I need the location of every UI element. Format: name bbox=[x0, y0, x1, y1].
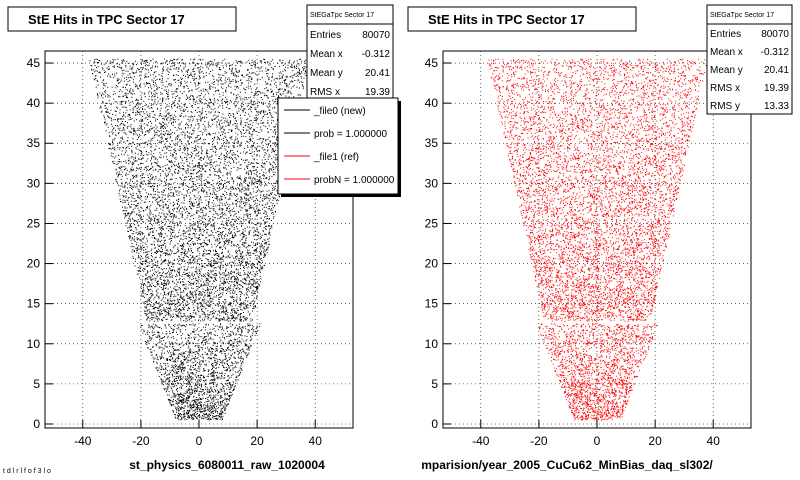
y-tick-label: 25 bbox=[27, 216, 41, 230]
legend-box bbox=[277, 97, 399, 195]
x-tick-label: 40 bbox=[707, 434, 721, 448]
stats-row-value: -0.312 bbox=[362, 49, 391, 60]
stats-row-label: Entries bbox=[310, 30, 341, 41]
title-box bbox=[7, 6, 237, 32]
stats-row-label: Mean y bbox=[310, 68, 343, 79]
y-tick-label: 30 bbox=[27, 176, 41, 190]
x-axis-label: st_physics_6080011_raw_1020004 bbox=[129, 458, 325, 472]
hit-point-cloud bbox=[89, 58, 309, 421]
x-tick-label: 20 bbox=[648, 434, 662, 448]
stats-row-label: Entries bbox=[710, 29, 741, 40]
legend-label: prob = 1.000000 bbox=[314, 129, 388, 140]
y-tick-label: 45 bbox=[27, 56, 41, 70]
stats-row-label: Mean x bbox=[710, 47, 743, 58]
y-tick-label: 0 bbox=[33, 417, 40, 431]
y-tick-label: 35 bbox=[27, 136, 41, 150]
hit-points bbox=[89, 58, 309, 421]
y-tick-label: 40 bbox=[425, 96, 439, 110]
stats-box bbox=[306, 4, 394, 101]
y-tick-label: 10 bbox=[425, 337, 439, 351]
y-tick-label: 0 bbox=[431, 417, 438, 431]
chart-title: StE Hits in TPC Sector 17 bbox=[28, 12, 185, 27]
stats-header: StEGaTpc Sector 17 bbox=[710, 12, 774, 19]
stats-row-value: 20.41 bbox=[365, 68, 390, 79]
y-tick-label: 20 bbox=[27, 257, 41, 271]
stats-row-value: -0.312 bbox=[761, 47, 790, 58]
x-tick-label: 0 bbox=[196, 434, 203, 448]
stats-row-value: 19.39 bbox=[764, 83, 789, 94]
x-tick-label: -20 bbox=[132, 434, 150, 448]
legend: _file0 (new) prob = 1.000000 _file1 (ref) p… bbox=[277, 97, 401, 197]
stats-row-label: RMS y bbox=[710, 101, 740, 112]
x-tick-label: 0 bbox=[594, 434, 601, 448]
y-tick-label: 15 bbox=[27, 297, 41, 311]
stats-box bbox=[706, 4, 793, 115]
y-tick-label: 5 bbox=[33, 377, 40, 391]
stats-row-label: Mean x bbox=[310, 49, 343, 60]
y-tick-label: 10 bbox=[27, 337, 41, 351]
stats-header: StEGaTpc Sector 17 bbox=[310, 12, 374, 19]
x-tick-label: -40 bbox=[74, 434, 92, 448]
chart-title: StE Hits in TPC Sector 17 bbox=[428, 12, 585, 27]
stats-row-label: RMS x bbox=[710, 83, 740, 94]
y-tick-label: 20 bbox=[425, 257, 439, 271]
legend-label: probN = 1.000000 bbox=[314, 175, 395, 186]
y-tick-label: 15 bbox=[425, 297, 439, 311]
y-tick-label: 25 bbox=[425, 216, 439, 230]
hit-points bbox=[488, 58, 707, 421]
legend-label: _file0 (new) bbox=[313, 106, 366, 117]
stats-row-value: 13.33 bbox=[764, 101, 789, 112]
right-panel: -40 -20 0 20 40 0 5 10 15 20 25 30 35 40 45 StE Hits in… bbox=[407, 4, 793, 472]
y-tick-label: 45 bbox=[425, 56, 439, 70]
stats-row-label: Mean y bbox=[710, 65, 743, 76]
footer-corner-text: t d l r l f o f 3 l o bbox=[3, 468, 51, 475]
y-tick-label: 5 bbox=[431, 377, 438, 391]
x-tick-label: -40 bbox=[472, 434, 490, 448]
left-panel: -40 -20 0 20 40 0 5 10 15 20 25 30 35 40 45 StE Hits in… bbox=[7, 4, 401, 472]
hit-point-cloud bbox=[488, 58, 707, 421]
x-tick-label: 20 bbox=[250, 434, 264, 448]
stats-row-value: 20.41 bbox=[764, 65, 789, 76]
stats-row-label: RMS x bbox=[310, 87, 340, 98]
title-box bbox=[407, 6, 637, 32]
x-tick-label: 40 bbox=[309, 434, 323, 448]
stats-row-value: 19.39 bbox=[365, 87, 390, 98]
stats-row-value: 80070 bbox=[362, 30, 390, 41]
y-tick-label: 35 bbox=[425, 136, 439, 150]
y-tick-label: 30 bbox=[425, 176, 439, 190]
stats-row-value: 80070 bbox=[761, 29, 789, 40]
x-axis-label: mparision/year_2005_CuCu62_MinBias_daq_s… bbox=[421, 458, 713, 472]
x-tick-label: -20 bbox=[530, 434, 548, 448]
legend-label: _file1 (ref) bbox=[313, 152, 359, 163]
y-tick-label: 40 bbox=[27, 96, 41, 110]
